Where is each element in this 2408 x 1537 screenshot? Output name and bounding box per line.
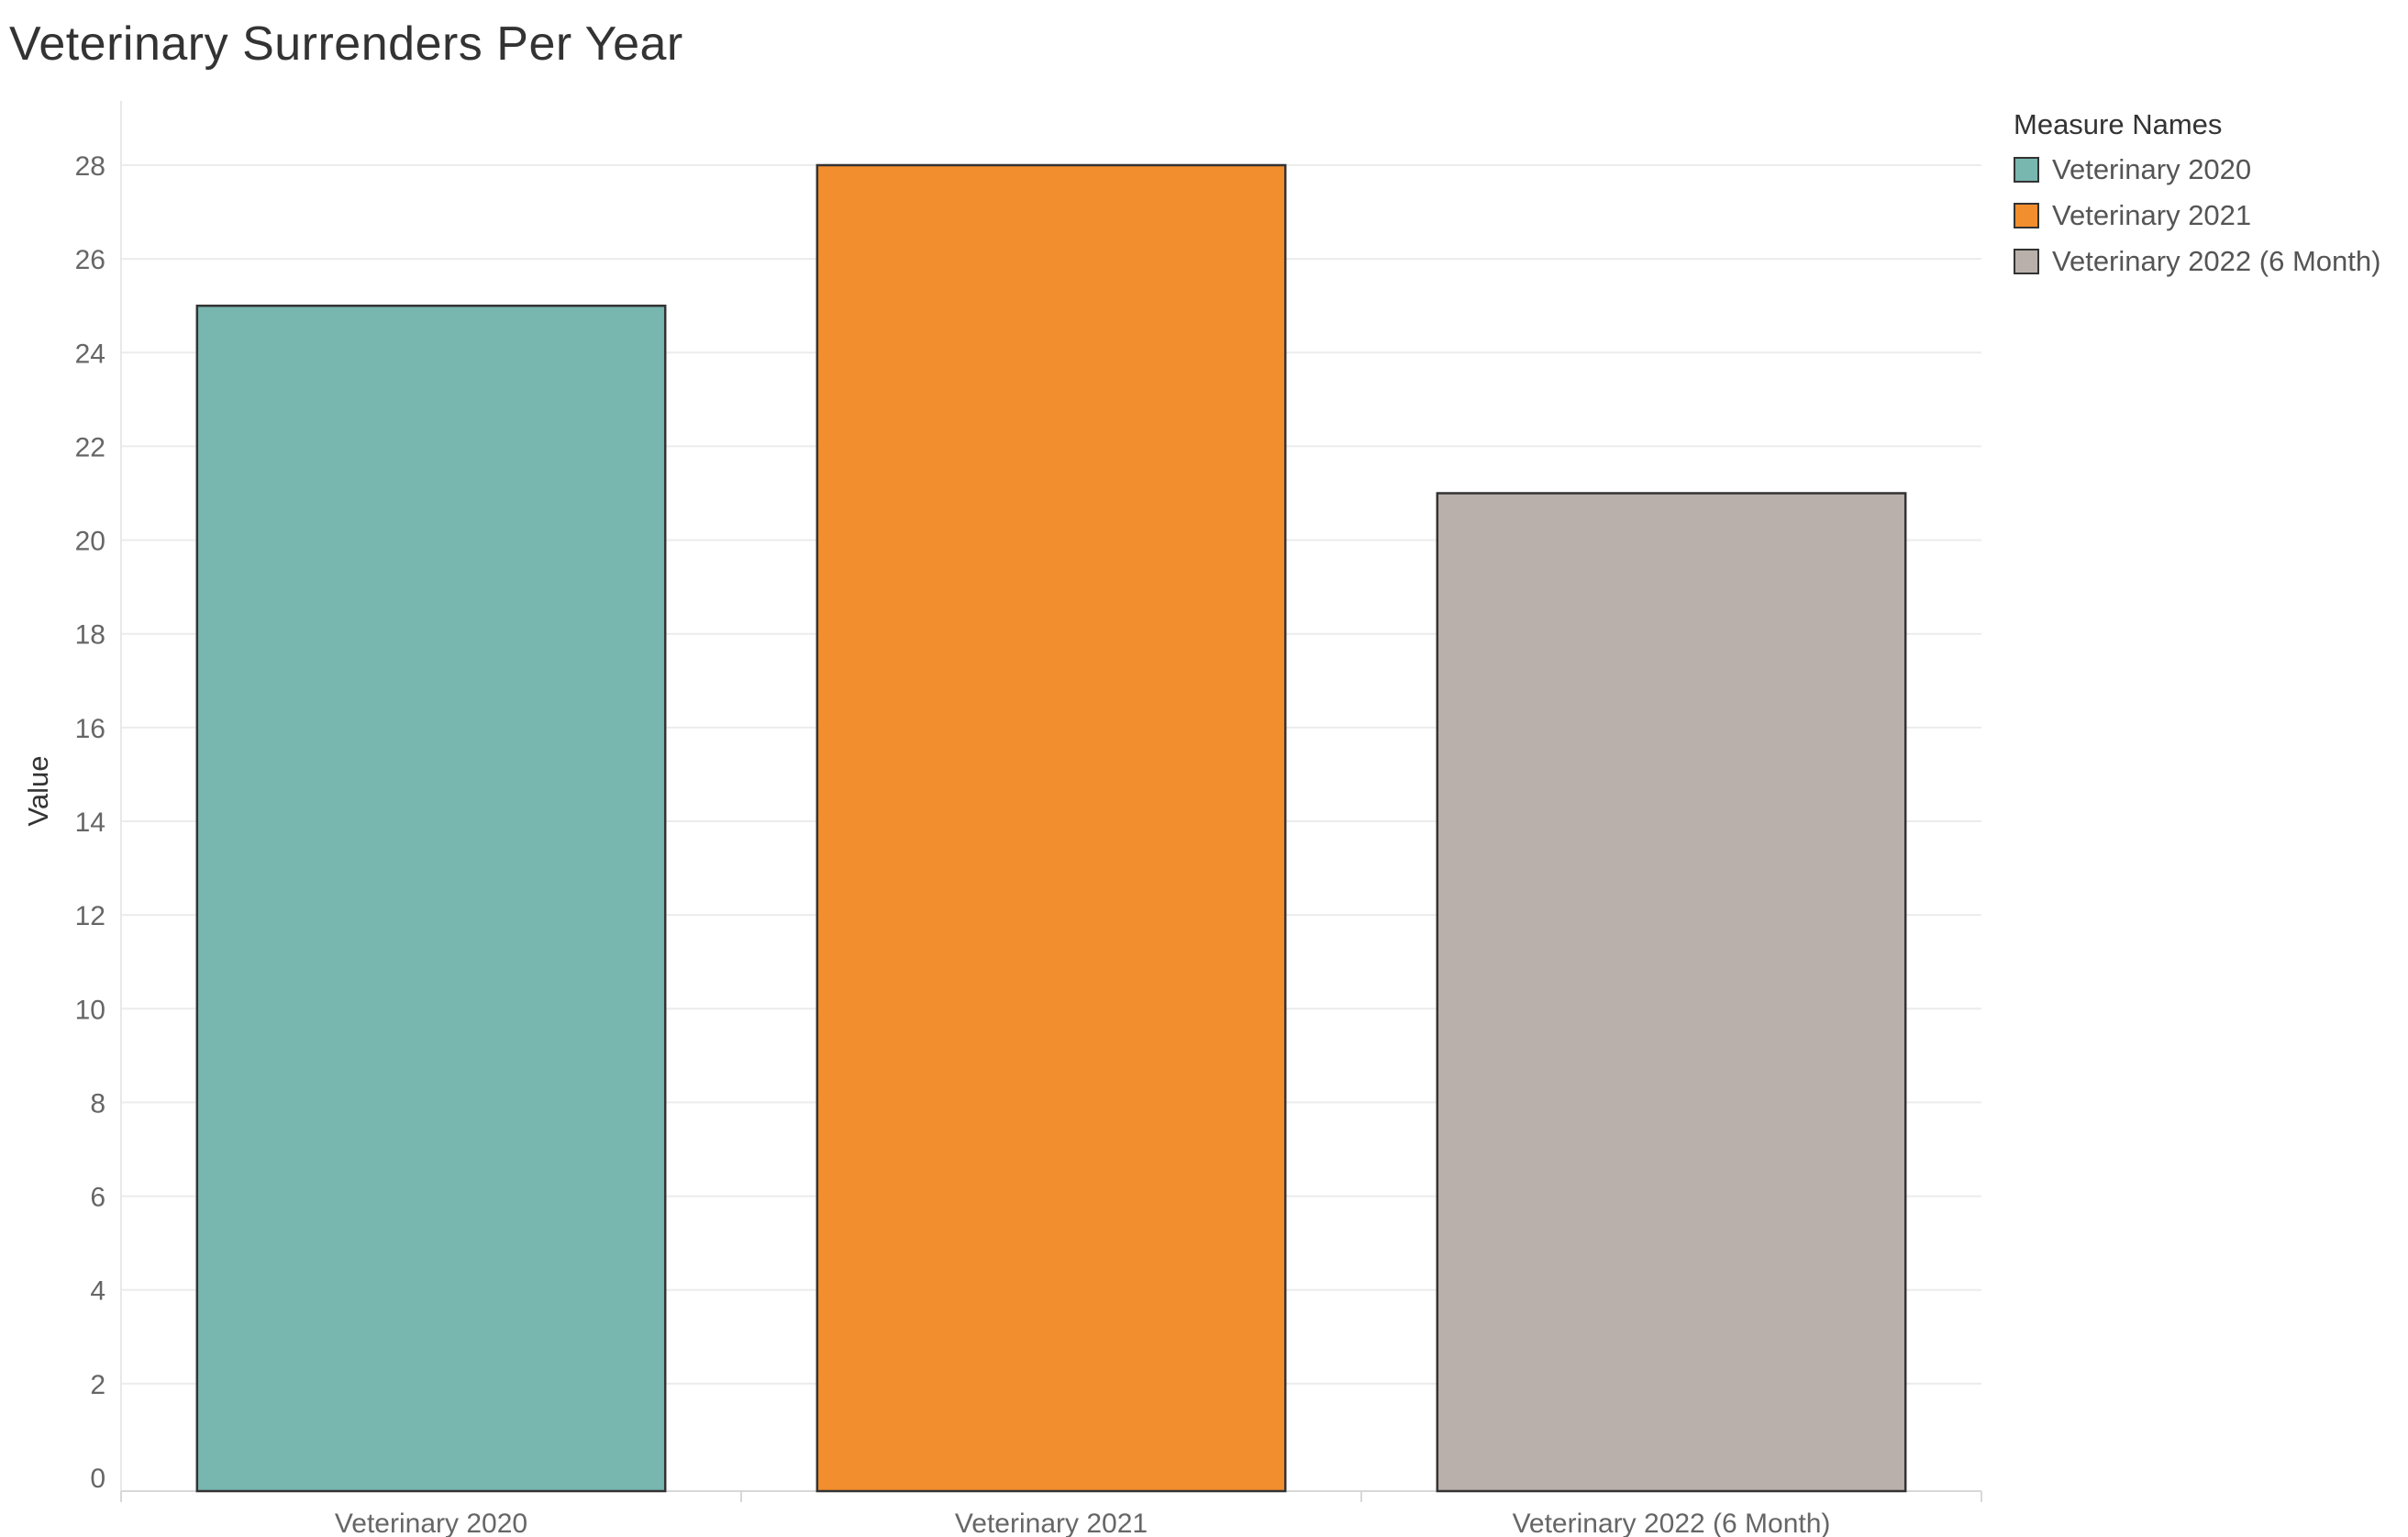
bar bbox=[816, 163, 1287, 1493]
y-tick-label: 6 bbox=[90, 1183, 105, 1213]
legend-items: Veterinary 2020 Veterinary 2021 Veterinary… bbox=[2014, 147, 2380, 284]
x-tick-label: Veterinary 2020 bbox=[335, 1509, 527, 1537]
legend-label: Veterinary 2022 (6 Month) bbox=[2052, 245, 2381, 277]
y-tick-label: 28 bbox=[75, 151, 105, 182]
legend-swatch bbox=[2014, 249, 2039, 274]
y-tick-label: 12 bbox=[75, 901, 105, 931]
legend-label: Veterinary 2020 bbox=[2052, 153, 2252, 185]
y-axis-title: Value bbox=[22, 756, 54, 827]
bar bbox=[1436, 492, 1907, 1493]
legend: Measure Names Veterinary 2020 Veterinary … bbox=[2014, 108, 2380, 284]
legend-label: Veterinary 2021 bbox=[2052, 199, 2252, 231]
y-tick-label: 18 bbox=[75, 620, 105, 651]
legend-item: Veterinary 2020 bbox=[2014, 147, 2380, 193]
legend-swatch bbox=[2014, 203, 2039, 228]
bar bbox=[195, 304, 667, 1493]
y-tick-label: 0 bbox=[90, 1464, 105, 1494]
y-tick-label: 26 bbox=[75, 245, 105, 275]
legend-title: Measure Names bbox=[2014, 108, 2223, 140]
y-tick-label: 20 bbox=[75, 527, 105, 557]
legend-item: Veterinary 2021 bbox=[2014, 193, 2380, 239]
y-tick-label: 8 bbox=[90, 1088, 105, 1119]
x-tick-label: Veterinary 2021 bbox=[955, 1509, 1148, 1537]
y-tick-label: 22 bbox=[75, 432, 105, 462]
y-tick-label: 2 bbox=[90, 1370, 105, 1400]
legend-item: Veterinary 2022 (6 Month) bbox=[2014, 239, 2380, 284]
y-tick-label: 10 bbox=[75, 995, 105, 1025]
y-tick-label: 24 bbox=[75, 339, 105, 369]
y-tick-label: 14 bbox=[75, 807, 105, 838]
legend-swatch bbox=[2014, 157, 2039, 183]
x-tick-label: Veterinary 2022 (6 Month) bbox=[1513, 1509, 1831, 1537]
bars bbox=[195, 163, 1907, 1493]
y-tick-label: 4 bbox=[90, 1276, 105, 1307]
chart-title: Veterinary Surrenders Per Year bbox=[9, 17, 683, 71]
y-tick-label: 16 bbox=[75, 714, 105, 744]
